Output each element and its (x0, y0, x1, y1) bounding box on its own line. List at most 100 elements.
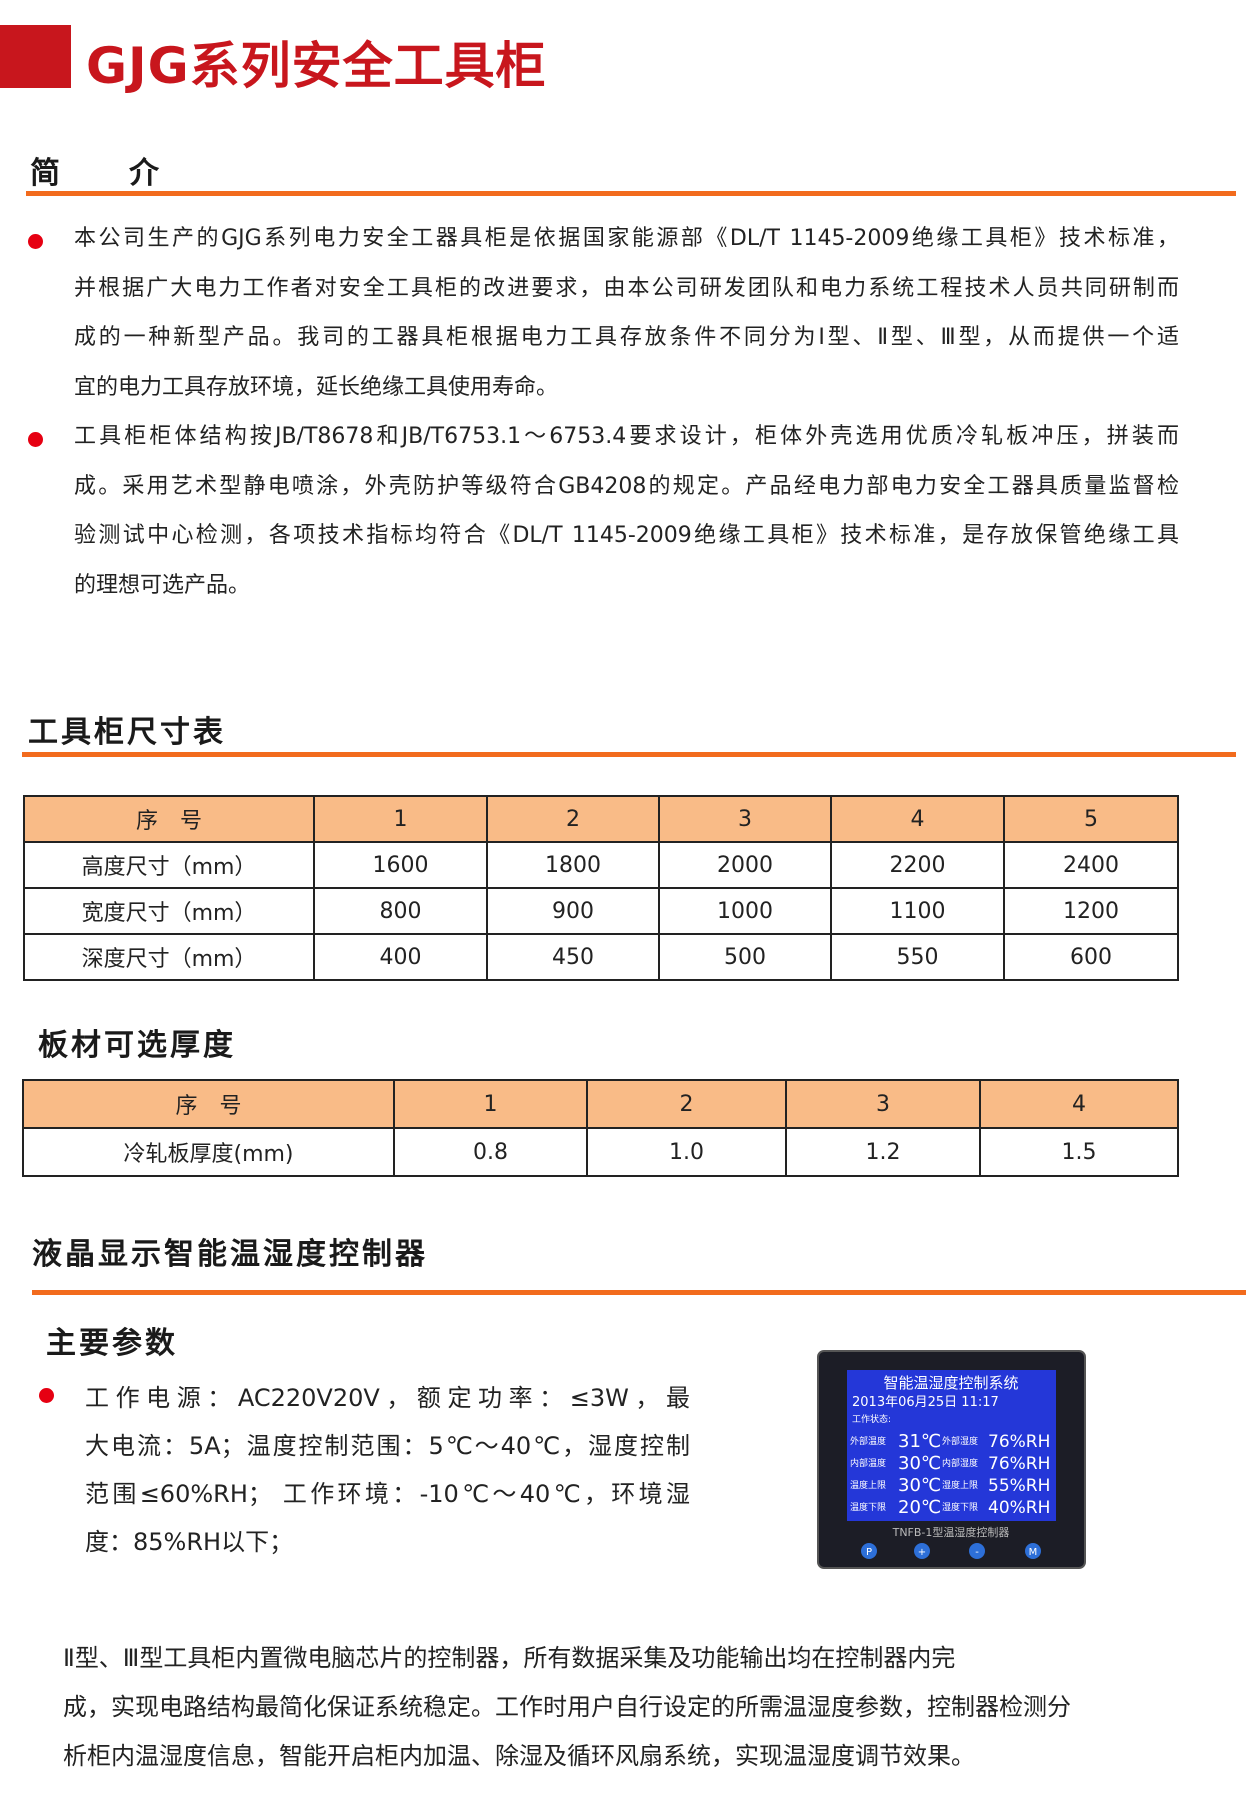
paragraph-line: 并根据广大电力工作者对安全工具柜的改进要求，由本公司研发团队和电力系统工程技术人… (74, 275, 1179, 301)
table-cell: 1 (313, 795, 488, 843)
table-cell: 1000 (658, 887, 832, 935)
table-cell: 800 (313, 887, 488, 935)
device-text: 工作状态: (852, 1413, 891, 1425)
table-cell: 900 (486, 887, 660, 935)
table-cell: 3 (785, 1079, 981, 1129)
table-cell: 序 号 (23, 795, 315, 843)
device-text: 30℃ (898, 1475, 941, 1496)
title-block (0, 25, 71, 88)
section-heading: 工具柜尺寸表 (28, 715, 226, 750)
device-text: P (866, 1547, 872, 1558)
device-text: + (918, 1547, 926, 1558)
device-screen (847, 1370, 1056, 1521)
bullet (28, 432, 43, 447)
device-text: 31℃ (898, 1431, 941, 1452)
device-text: 内部湿度 (942, 1457, 978, 1469)
paragraph-line: 的理想可选产品。 (74, 572, 251, 598)
table-cell: 0.8 (393, 1127, 588, 1177)
paragraph-line: 宜的电力工具存放环境，延长绝缘工具使用寿命。 (74, 374, 559, 400)
table: 序 号 1 2 3 4 冷轧板厚度(mm) 0.8 1.0 1.2 1.5 (22, 1079, 1179, 1177)
table-cell: 高度尺寸（mm） (23, 841, 315, 889)
device-button (1025, 1543, 1041, 1559)
sub-heading: 主要参数 (46, 1326, 178, 1361)
paragraph-line: 本公司生产的GJG系列电力安全工器具柜是依据国家能源部《DL/T 1145-20… (74, 226, 1179, 251)
table-cell: 宽度尺寸（mm） (23, 887, 315, 935)
paragraph-line: 验测试中心检测，各项技术指标均符合《DL/T 1145-2009绝缘工具柜》技术… (74, 523, 1179, 548)
device-text: 湿度上限 (942, 1479, 978, 1491)
device-text: 20℃ (898, 1497, 941, 1518)
table-cell: 5 (1003, 795, 1179, 843)
device-text: 55%RH (988, 1476, 1050, 1496)
table-row: 高度尺寸（mm） 1600 1800 2000 2200 2400 (23, 841, 1179, 889)
table-cell: 450 (486, 933, 660, 981)
paragraph-line: 成的一种新型产品。我司的工器具柜根据电力工具存放条件不同分为Ⅰ型、Ⅱ型、Ⅲ型，从… (74, 325, 1179, 350)
table-row: 冷轧板厚度(mm) 0.8 1.0 1.2 1.5 (22, 1127, 1179, 1177)
table-cell: 冷轧板厚度(mm) (22, 1127, 395, 1177)
table-cell: 400 (313, 933, 488, 981)
device-button (861, 1543, 877, 1559)
table-row: 宽度尺寸（mm） 800 900 1000 1100 1200 (23, 887, 1179, 935)
device-text: TNFB-1型温湿度控制器 (892, 1525, 1010, 1539)
device-text: 76%RH (988, 1432, 1050, 1452)
device-button (969, 1543, 985, 1559)
section-heading: 板材可选厚度 (38, 1028, 236, 1063)
device-text: 湿度下限 (942, 1501, 978, 1513)
table-cell: 1800 (486, 841, 660, 889)
device-text: 温度上限 (850, 1479, 886, 1491)
table-cell: 4 (830, 795, 1005, 843)
page-title: GJG系列安全工具柜 (86, 37, 547, 95)
table-cell: 1.0 (586, 1127, 787, 1177)
section-rule (32, 1290, 1246, 1295)
description-line: 成，实现电路结构最简化保证系统稳定。工作时用户自行设定的所需温湿度参数，控制器检… (63, 1693, 1071, 1721)
description-line: 析柜内温湿度信息，智能开启柜内加温、除湿及循环风扇系统，实现温湿度调节效果。 (63, 1742, 975, 1770)
section-heading: 液晶显示智能温湿度控制器 (32, 1237, 428, 1272)
device-text: 智能温湿度控制系统 (883, 1374, 1018, 1392)
table: 序 号 1 2 3 4 5 高度尺寸（mm） 1600 1800 2000 2200 2400 宽度尺寸… (23, 795, 1179, 981)
device-text: - (975, 1547, 979, 1558)
description-line: Ⅱ型、Ⅲ型工具柜内置微电脑芯片的控制器，所有数据采集及功能输出均在控制器内完 (63, 1644, 956, 1672)
paragraph-line: 成。采用艺术型静电喷涂，外壳防护等级符合GB4208的规定。产品经电力部电力安全… (74, 473, 1179, 499)
table-cell: 1 (393, 1079, 588, 1129)
device-button (914, 1543, 930, 1559)
table-cell: 2400 (1003, 841, 1179, 889)
table-cell: 1600 (313, 841, 488, 889)
device-text: 温度下限 (850, 1501, 886, 1513)
table-cell: 深度尺寸（mm） (23, 933, 315, 981)
table-cell: 600 (1003, 933, 1179, 981)
table-cell: 500 (658, 933, 832, 981)
paragraph-line: 工具柜柜体结构按JB/T8678和JB/T6753.1～6753.4要求设计，柜… (74, 424, 1179, 449)
device-text: 外部温度 (850, 1435, 886, 1447)
table-cell: 2200 (830, 841, 1005, 889)
table-cell: 序 号 (22, 1079, 395, 1129)
device-text: 外部湿度 (942, 1435, 978, 1447)
table-row: 深度尺寸（mm） 400 450 500 550 600 (23, 933, 1179, 981)
table-cell: 4 (979, 1079, 1179, 1129)
device-text: 2013年06月25日 11:17 (852, 1395, 999, 1410)
table-cell: 1.2 (785, 1127, 981, 1177)
table-cell: 2 (586, 1079, 787, 1129)
table-cell: 550 (830, 933, 1005, 981)
section-rule (26, 191, 1236, 196)
device-text: 76%RH (988, 1454, 1050, 1474)
param-line: 大电流：5A；温度控制范围：5℃～40℃，湿度控制 (85, 1432, 690, 1460)
device-text: 40%RH (988, 1498, 1050, 1518)
table-cell: 3 (658, 795, 832, 843)
device-text: M (1029, 1547, 1038, 1558)
bullet (28, 234, 43, 249)
table-cell: 2000 (658, 841, 832, 889)
section-rule (22, 752, 1236, 757)
bullet (39, 1388, 54, 1403)
param-line: 工作电源：AC220V20V，额定功率：≤3W，最 (85, 1384, 690, 1412)
table-cell: 1100 (830, 887, 1005, 935)
device-text: 30℃ (898, 1453, 941, 1474)
section-heading: 简 介 (30, 156, 162, 191)
device-text: 内部温度 (850, 1457, 886, 1469)
table-cell: 1200 (1003, 887, 1179, 935)
table-cell: 1.5 (979, 1127, 1179, 1177)
table-cell: 2 (486, 795, 660, 843)
controller-device: 智能温湿度控制系统 2013年06月25日 11:17 工作状态: 外部温度 31℃ 外部… (817, 1350, 1086, 1569)
param-line: 范围≤60%RH； 工作环境：-10℃～40℃，环境湿 (85, 1480, 690, 1508)
